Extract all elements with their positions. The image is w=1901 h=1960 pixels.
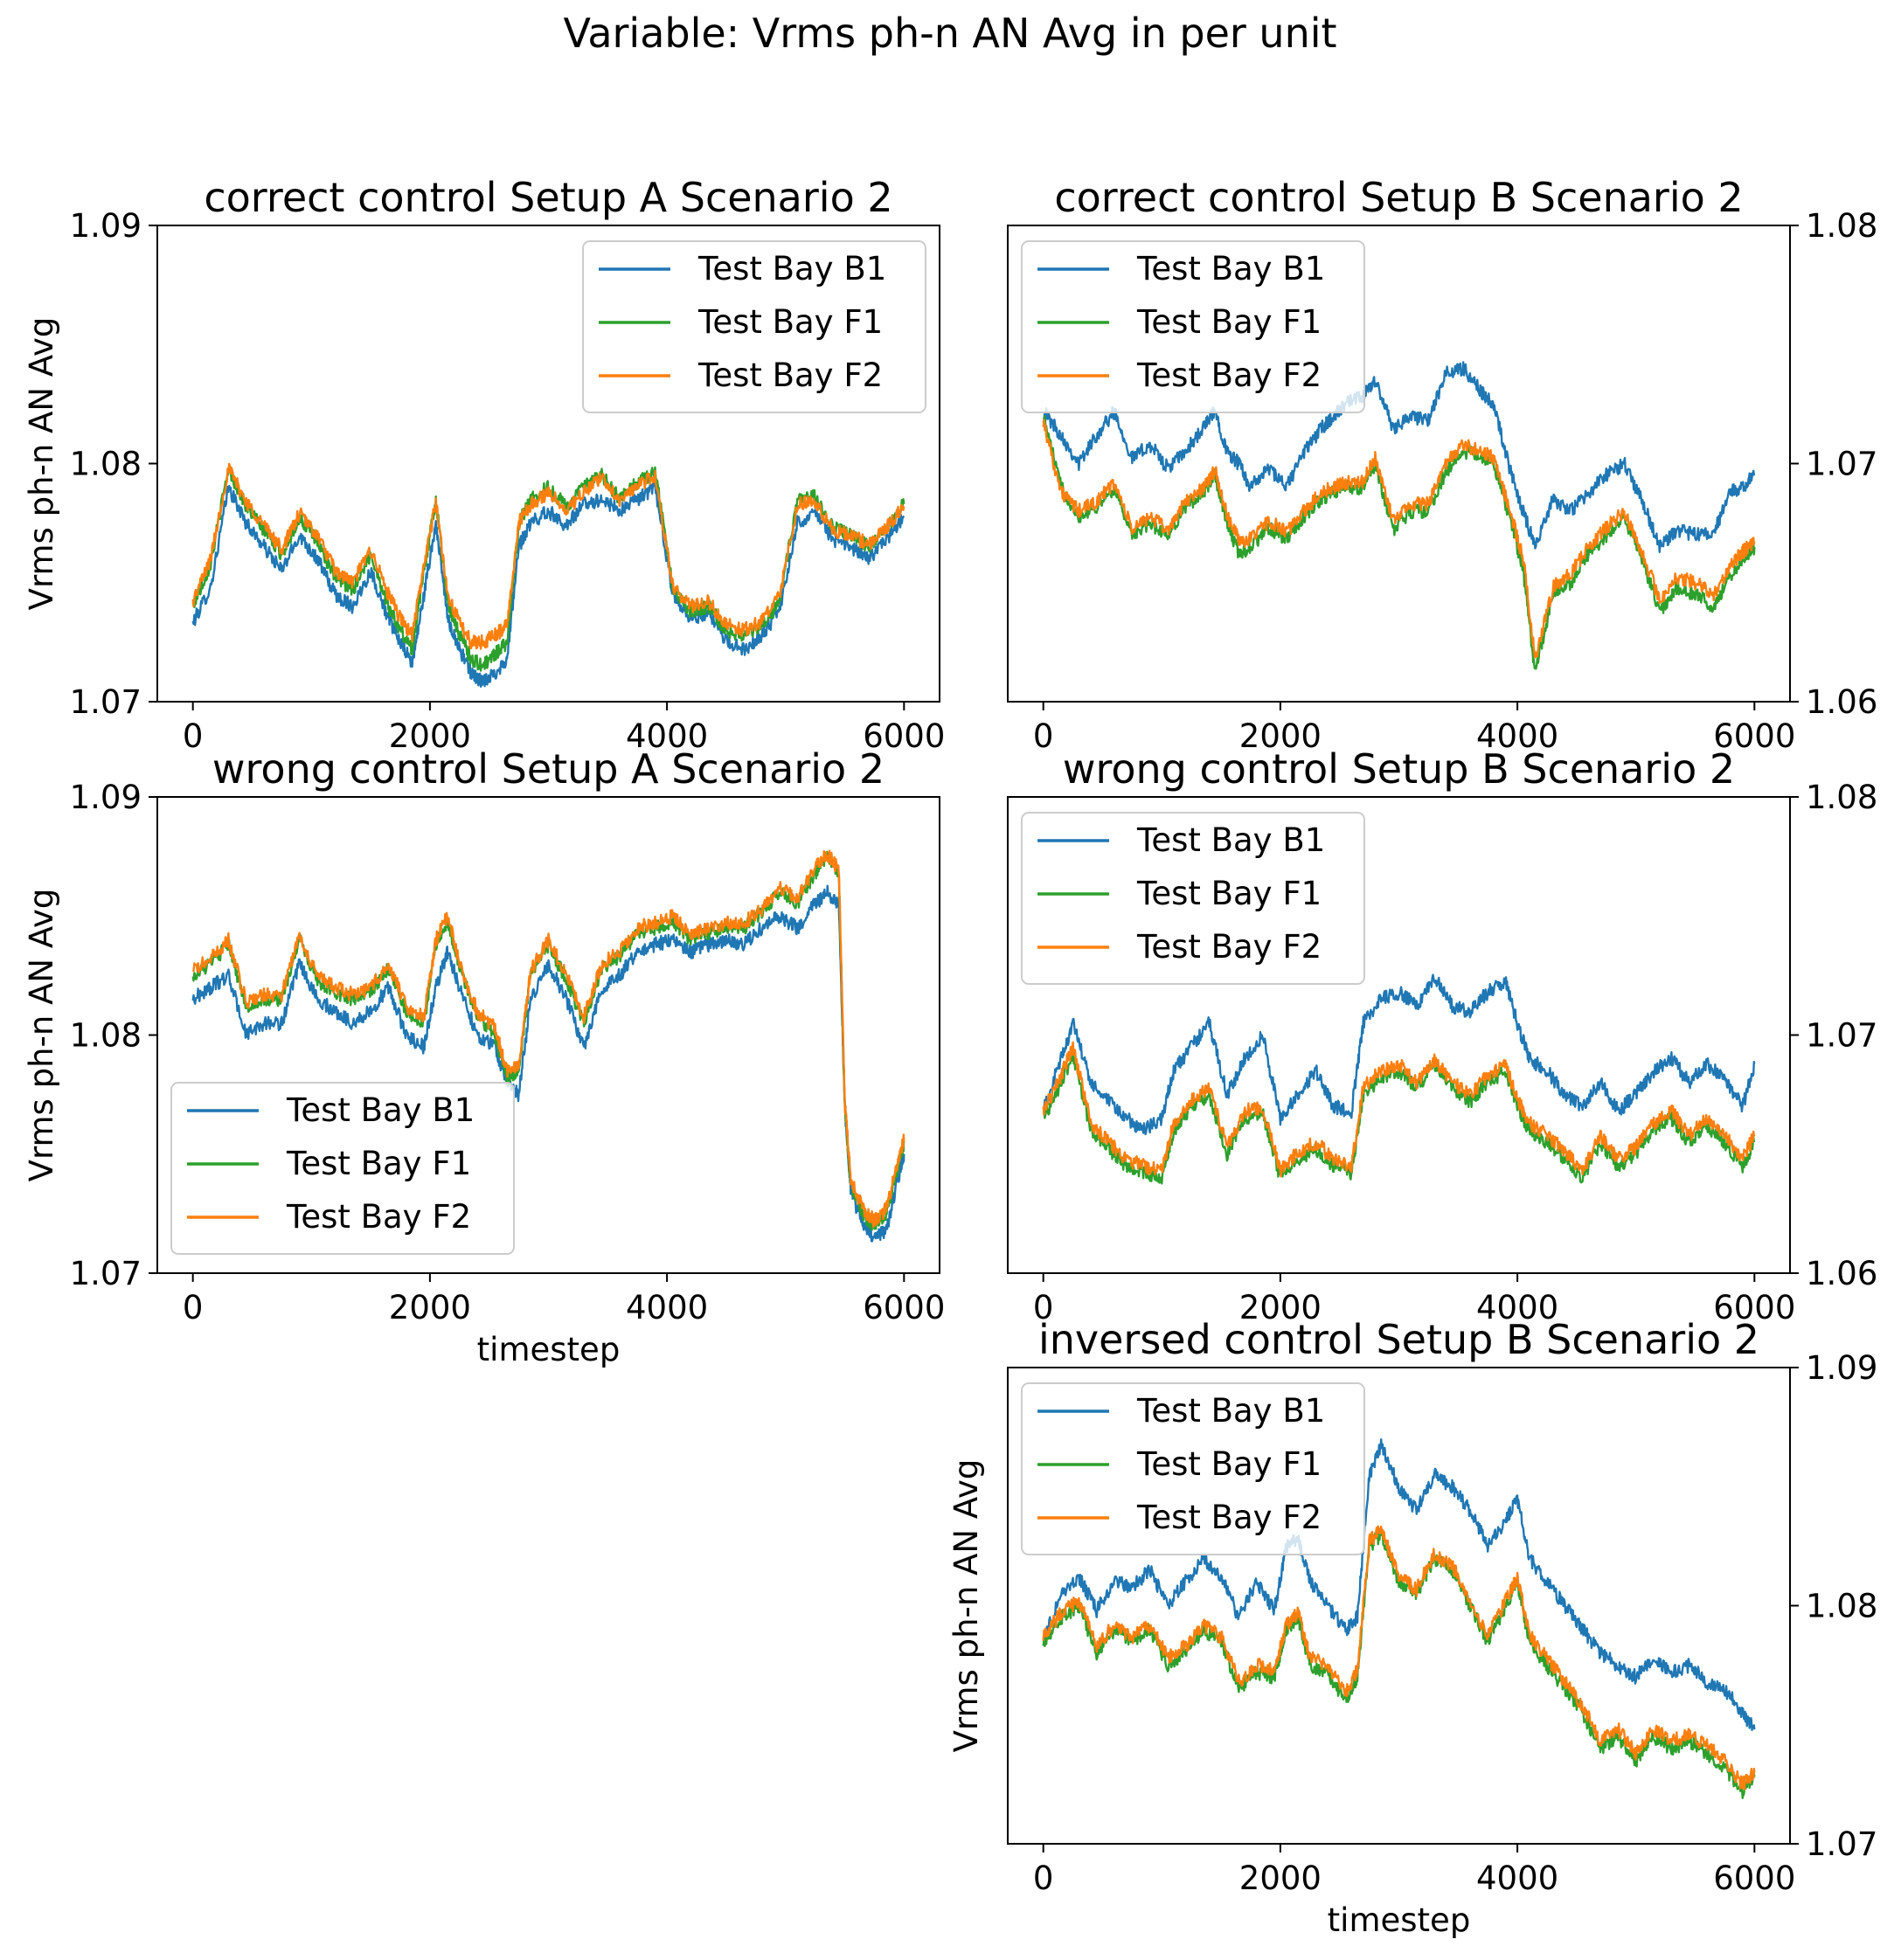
series-line-test-bay-b1 bbox=[1042, 1437, 1756, 1732]
legend-label: Test Bay F2 bbox=[1136, 928, 1322, 966]
legend-label: Test Bay F2 bbox=[1136, 357, 1322, 394]
series-line-test-bay-f2 bbox=[191, 849, 905, 1229]
legend-label: Test Bay B1 bbox=[1136, 1392, 1325, 1430]
legend: Test Bay B1 Test Bay F1 Test Bay F2 bbox=[1021, 240, 1365, 413]
x-tick-label: 0 bbox=[1033, 1860, 1054, 1897]
subplot-2: 0 2000 4000 6000 1.06 1.07 1.08 correct control… bbox=[1007, 174, 1877, 755]
y-axis-label: Vrms ph-n AN Avg bbox=[947, 1459, 985, 1753]
y-axis-label: Vrms ph-n AN Avg bbox=[23, 317, 60, 611]
x-tick-label: 6000 bbox=[863, 1289, 945, 1326]
legend-label: Test Bay B1 bbox=[286, 1091, 475, 1129]
legend: Test Bay B1 Test Bay F1 Test Bay F2 bbox=[582, 240, 926, 413]
y-tick-label: 1.08 bbox=[1806, 779, 1877, 816]
x-axis-label: timestep bbox=[477, 1331, 621, 1368]
series-line-test-bay-b1 bbox=[1042, 361, 1756, 553]
legend-box bbox=[1021, 240, 1365, 413]
legend-label: Test Bay F1 bbox=[1136, 875, 1322, 912]
legend-label: Test Bay B1 bbox=[1136, 250, 1325, 287]
y-tick-label: 1.08 bbox=[1806, 207, 1877, 245]
legend: Test Bay B1 Test Bay F1 Test Bay F2 bbox=[1021, 1382, 1365, 1555]
legend-label: Test Bay F2 bbox=[697, 357, 883, 394]
legend-box bbox=[582, 240, 926, 413]
legend-box bbox=[1021, 1382, 1365, 1555]
x-tick-label: 0 bbox=[183, 717, 204, 755]
y-tick-label: 1.07 bbox=[1806, 1017, 1877, 1055]
subplot-1: 0 2000 4000 6000 1.07 1.08 1.09 correct control… bbox=[23, 174, 945, 755]
x-tick-label: 6000 bbox=[1713, 1289, 1795, 1326]
x-tick-label: 0 bbox=[1033, 717, 1054, 755]
x-tick-label: 4000 bbox=[626, 717, 708, 755]
legend-label: Test Bay F1 bbox=[697, 303, 883, 341]
x-tick-label: 4000 bbox=[1476, 717, 1558, 755]
x-tick-label: 2000 bbox=[1239, 1860, 1322, 1897]
subplot-title: correct control Setup A Scenario 2 bbox=[204, 174, 892, 221]
legend-label: Test Bay F1 bbox=[1136, 1445, 1322, 1483]
series-line-test-bay-f1 bbox=[1042, 415, 1756, 670]
y-tick-label: 1.07 bbox=[1806, 1825, 1877, 1863]
x-tick-label: 4000 bbox=[1476, 1860, 1558, 1897]
legend-box bbox=[170, 1082, 515, 1255]
legend-box bbox=[1021, 812, 1365, 985]
x-tick-label: 6000 bbox=[863, 717, 945, 755]
y-tick-label: 1.07 bbox=[70, 1255, 142, 1292]
series-line-test-bay-f2 bbox=[1042, 1525, 1756, 1790]
y-tick-label: 1.07 bbox=[1806, 446, 1877, 483]
x-tick-label: 2000 bbox=[389, 1289, 471, 1326]
subplot-title: inversed control Setup B Scenario 2 bbox=[1038, 1316, 1759, 1363]
legend-label: Test Bay F2 bbox=[1136, 1499, 1322, 1536]
subplot-4: 0 2000 4000 6000 1.06 1.07 1.08 wrong control S… bbox=[1007, 745, 1877, 1326]
x-tick-label: 6000 bbox=[1713, 1860, 1795, 1897]
x-tick-label: 2000 bbox=[1239, 717, 1322, 755]
subplot-3: 0 2000 4000 6000 1.07 1.08 1.09 wrong control S… bbox=[23, 745, 945, 1368]
legend-label: Test Bay F2 bbox=[286, 1198, 471, 1236]
y-tick-label: 1.08 bbox=[70, 1017, 142, 1055]
legend-label: Test Bay F1 bbox=[1136, 303, 1322, 341]
legend-label: Test Bay B1 bbox=[1136, 821, 1325, 859]
series-line-test-bay-b1 bbox=[1042, 973, 1756, 1136]
y-axis-label: Vrms ph-n AN Avg bbox=[23, 889, 60, 1182]
subplot-title: correct control Setup B Scenario 2 bbox=[1054, 174, 1743, 221]
y-tick-label: 1.08 bbox=[1806, 1588, 1877, 1625]
subplot-5: 0 2000 4000 6000 1.07 1.08 1.09 inversed contro… bbox=[947, 1316, 1877, 1939]
subplot-title: wrong control Setup B Scenario 2 bbox=[1063, 745, 1735, 793]
x-tick-label: 4000 bbox=[1476, 1289, 1558, 1326]
x-tick-label: 6000 bbox=[1713, 717, 1795, 755]
legend-label: Test Bay B1 bbox=[697, 250, 886, 287]
series-line-test-bay-b1 bbox=[191, 884, 905, 1243]
subplot-grid: 0 2000 4000 6000 1.07 1.08 1.09 correct control… bbox=[23, 174, 1877, 1939]
subplot-title: wrong control Setup A Scenario 2 bbox=[212, 745, 885, 793]
x-tick-label: 0 bbox=[183, 1289, 204, 1326]
x-tick-label: 0 bbox=[1033, 1289, 1054, 1326]
series-line-test-bay-f2 bbox=[1042, 419, 1756, 659]
legend: Test Bay B1 Test Bay F1 Test Bay F2 bbox=[1021, 812, 1365, 985]
y-tick-label: 1.06 bbox=[1806, 1255, 1877, 1292]
x-tick-label: 2000 bbox=[389, 717, 471, 755]
y-tick-label: 1.06 bbox=[1806, 683, 1877, 721]
y-tick-label: 1.09 bbox=[70, 779, 142, 816]
series-line-test-bay-f2 bbox=[1042, 1041, 1756, 1178]
series-line-test-bay-f2 bbox=[191, 462, 905, 650]
legend-label: Test Bay F1 bbox=[286, 1145, 471, 1182]
y-tick-label: 1.09 bbox=[1806, 1349, 1877, 1387]
y-tick-label: 1.09 bbox=[70, 207, 142, 245]
legend: Test Bay B1 Test Bay F1 Test Bay F2 bbox=[170, 1082, 515, 1255]
y-tick-label: 1.07 bbox=[70, 683, 142, 721]
y-tick-label: 1.08 bbox=[70, 446, 142, 483]
x-tick-label: 2000 bbox=[1239, 1289, 1322, 1326]
x-axis-label: timestep bbox=[1328, 1901, 1471, 1939]
x-tick-label: 4000 bbox=[626, 1289, 708, 1326]
figure-suptitle: Variable: Vrms ph-n AN Avg in per unit bbox=[563, 10, 1336, 57]
